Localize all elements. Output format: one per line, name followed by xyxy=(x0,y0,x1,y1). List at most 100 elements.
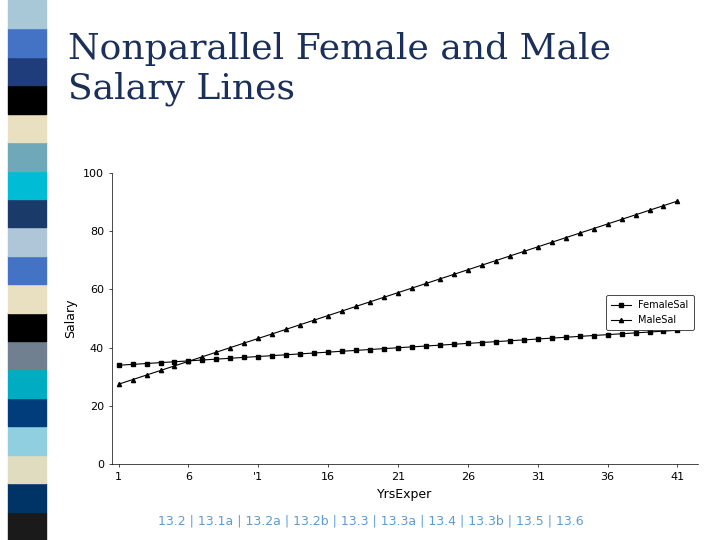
MaleSal xyxy=(436,276,444,282)
MaleSal xyxy=(631,212,640,218)
FemaleSal xyxy=(547,335,556,341)
FemaleSal xyxy=(449,341,458,348)
MaleSal xyxy=(198,354,207,360)
FemaleSal xyxy=(226,355,235,361)
Bar xyxy=(8,398,46,426)
Bar xyxy=(8,284,46,313)
FemaleSal xyxy=(310,350,318,356)
MaleSal xyxy=(226,345,235,351)
MaleSal xyxy=(170,363,179,369)
Bar xyxy=(8,29,46,57)
FemaleSal xyxy=(296,350,305,357)
Bar xyxy=(8,511,46,540)
Bar xyxy=(8,0,46,29)
Bar xyxy=(8,313,46,341)
MaleSal xyxy=(143,372,151,379)
Text: Nonparallel Female and Male
Salary Lines: Nonparallel Female and Male Salary Lines xyxy=(68,32,611,106)
FemaleSal xyxy=(631,329,640,336)
MaleSal xyxy=(338,308,346,314)
MaleSal xyxy=(114,381,123,388)
FemaleSal xyxy=(352,347,361,354)
MaleSal xyxy=(324,312,333,319)
MaleSal xyxy=(394,289,402,296)
FemaleSal xyxy=(338,348,346,354)
MaleSal xyxy=(645,207,654,213)
FemaleSal xyxy=(324,349,333,355)
MaleSal xyxy=(184,358,193,365)
FemaleSal xyxy=(589,332,598,339)
MaleSal xyxy=(575,230,584,237)
FemaleSal xyxy=(505,338,514,344)
FemaleSal xyxy=(240,354,248,361)
FemaleSal xyxy=(379,346,388,352)
MaleSal xyxy=(379,294,388,300)
FemaleSal xyxy=(394,345,402,351)
MaleSal xyxy=(282,326,291,333)
Bar xyxy=(8,341,46,369)
Bar xyxy=(8,227,46,256)
Bar xyxy=(8,199,46,227)
MaleSal xyxy=(617,216,626,222)
FemaleSal xyxy=(464,340,472,347)
FemaleSal xyxy=(645,329,654,335)
FemaleSal xyxy=(156,360,165,366)
FemaleSal xyxy=(366,346,374,353)
FemaleSal xyxy=(128,361,137,368)
MaleSal xyxy=(254,335,263,342)
MaleSal xyxy=(589,225,598,232)
MaleSal xyxy=(673,198,682,204)
FemaleSal xyxy=(408,343,416,350)
FemaleSal xyxy=(268,353,276,359)
FemaleSal xyxy=(603,332,612,338)
FemaleSal xyxy=(170,359,179,365)
Line: FemaleSal: FemaleSal xyxy=(117,328,680,367)
MaleSal xyxy=(603,221,612,227)
FemaleSal xyxy=(114,362,123,368)
MaleSal xyxy=(310,317,318,323)
Bar xyxy=(8,57,46,85)
FemaleSal xyxy=(422,343,431,349)
FemaleSal xyxy=(477,339,486,346)
MaleSal xyxy=(352,303,361,309)
FemaleSal xyxy=(519,336,528,343)
Line: MaleSal: MaleSal xyxy=(117,199,680,386)
MaleSal xyxy=(492,258,500,264)
MaleSal xyxy=(477,262,486,268)
FemaleSal xyxy=(659,328,667,334)
MaleSal xyxy=(240,340,248,346)
FemaleSal xyxy=(562,334,570,341)
MaleSal xyxy=(505,253,514,259)
FemaleSal xyxy=(492,339,500,345)
Bar xyxy=(8,114,46,142)
Bar xyxy=(8,369,46,398)
Bar xyxy=(8,85,46,114)
FemaleSal xyxy=(143,360,151,367)
Bar xyxy=(8,426,46,455)
MaleSal xyxy=(156,367,165,374)
MaleSal xyxy=(296,321,305,328)
MaleSal xyxy=(366,299,374,305)
FemaleSal xyxy=(198,357,207,363)
Y-axis label: Salary: Salary xyxy=(64,299,78,339)
MaleSal xyxy=(519,248,528,255)
MaleSal xyxy=(464,267,472,273)
FemaleSal xyxy=(617,330,626,337)
MaleSal xyxy=(422,280,431,287)
MaleSal xyxy=(449,271,458,278)
FemaleSal xyxy=(212,356,221,362)
MaleSal xyxy=(659,202,667,209)
MaleSal xyxy=(534,244,542,250)
FemaleSal xyxy=(575,333,584,340)
FemaleSal xyxy=(282,352,291,358)
MaleSal xyxy=(408,285,416,291)
Text: 13.2 | 13.1a | 13.2a | 13.2b | 13.3 | 13.3a | 13.4 | 13.3b | 13.5 | 13.6: 13.2 | 13.1a | 13.2a | 13.2b | 13.3 | 13… xyxy=(158,515,584,528)
Bar xyxy=(8,455,46,483)
MaleSal xyxy=(212,349,221,355)
MaleSal xyxy=(547,239,556,246)
Legend: FemaleSal, MaleSal: FemaleSal, MaleSal xyxy=(606,295,693,330)
Bar xyxy=(8,483,46,511)
MaleSal xyxy=(128,376,137,383)
MaleSal xyxy=(562,234,570,241)
Bar xyxy=(8,142,46,171)
MaleSal xyxy=(268,330,276,337)
